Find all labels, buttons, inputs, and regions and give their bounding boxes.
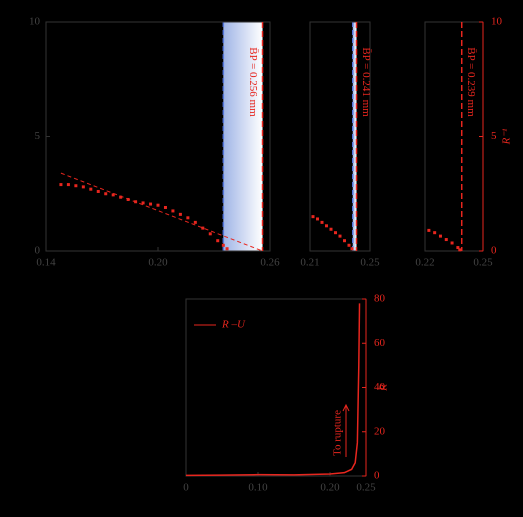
y-tick-label: 20 bbox=[374, 425, 386, 437]
data-point bbox=[433, 231, 437, 235]
data-point bbox=[221, 243, 225, 247]
data-point bbox=[141, 201, 145, 205]
data-point bbox=[193, 220, 197, 224]
x-tick-label: 0.20 bbox=[320, 482, 340, 494]
data-point bbox=[126, 197, 130, 201]
data-point bbox=[216, 239, 220, 243]
data-point bbox=[156, 203, 160, 207]
data-point bbox=[96, 189, 100, 193]
x-tick-label: 0 bbox=[183, 482, 189, 494]
x-tick-label: 0.25 bbox=[473, 257, 493, 269]
data-point bbox=[343, 239, 346, 243]
boundary-annotation: B̄P = 0.239 mm bbox=[465, 47, 477, 117]
y-tick-label: 5 bbox=[491, 130, 497, 142]
data-point bbox=[450, 241, 454, 245]
boundary-annotation: B̄P = 0.256 mm bbox=[247, 47, 259, 117]
data-point bbox=[186, 216, 190, 220]
y-axis-label: R bbox=[378, 384, 390, 392]
x-tick-label: 0.25 bbox=[356, 482, 376, 494]
x-tick-label: 0.20 bbox=[148, 257, 168, 269]
y-tick-label: 80 bbox=[374, 293, 386, 305]
data-point bbox=[104, 192, 108, 196]
x-tick-label: 0.26 bbox=[260, 257, 280, 269]
data-point bbox=[347, 243, 351, 247]
data-point bbox=[89, 187, 93, 191]
y-axis-label: R⁻¹ bbox=[501, 129, 513, 146]
data-point bbox=[427, 228, 431, 232]
data-point bbox=[311, 215, 315, 219]
data-point bbox=[334, 231, 337, 235]
boundary-band bbox=[223, 22, 263, 251]
data-point bbox=[320, 220, 324, 224]
data-point bbox=[338, 234, 342, 238]
x-tick-label: 0.22 bbox=[415, 257, 434, 269]
data-point bbox=[201, 226, 205, 230]
data-point bbox=[208, 232, 212, 236]
data-point bbox=[438, 234, 442, 238]
data-point bbox=[59, 183, 63, 187]
y-tick-label: 0 bbox=[491, 245, 497, 257]
data-point bbox=[456, 246, 460, 250]
plot-frame bbox=[309, 21, 371, 252]
y-tick-label: 0 bbox=[374, 470, 380, 482]
data-point bbox=[111, 193, 115, 197]
data-point bbox=[149, 202, 153, 206]
data-point bbox=[225, 247, 229, 251]
fit-line bbox=[60, 172, 263, 252]
data-point bbox=[325, 224, 328, 228]
legend-label: R –U bbox=[221, 319, 246, 331]
x-tick-label: 0.21 bbox=[300, 257, 319, 269]
data-point bbox=[163, 205, 167, 209]
data-point bbox=[350, 247, 354, 251]
data-point bbox=[134, 200, 138, 204]
y-tick-label: 5 bbox=[35, 130, 41, 142]
annotation: To rupture bbox=[332, 410, 344, 456]
data-point bbox=[119, 195, 123, 199]
data-point bbox=[178, 212, 182, 216]
x-tick-label: 0.10 bbox=[248, 482, 268, 494]
data-point bbox=[316, 217, 319, 221]
boundary-band bbox=[352, 22, 357, 251]
data-point bbox=[81, 185, 85, 189]
y-tick-label: 10 bbox=[29, 16, 41, 28]
data-point bbox=[329, 227, 333, 231]
data-point bbox=[171, 209, 175, 213]
y-tick-label: 10 bbox=[491, 16, 503, 28]
boundary-annotation: B̄P = 0.241 mm bbox=[360, 47, 372, 117]
x-tick-label: 0.14 bbox=[36, 257, 56, 269]
y-tick-label: 40 bbox=[374, 381, 386, 393]
data-point bbox=[66, 183, 70, 187]
data-point bbox=[74, 184, 78, 188]
data-point bbox=[444, 238, 448, 242]
data-point bbox=[458, 248, 462, 252]
data-line bbox=[185, 303, 361, 477]
y-tick-label: 60 bbox=[374, 337, 386, 349]
y-tick-label: 0 bbox=[35, 245, 41, 257]
x-tick-label: 0.25 bbox=[360, 257, 380, 269]
annotation-arrow bbox=[342, 403, 350, 457]
